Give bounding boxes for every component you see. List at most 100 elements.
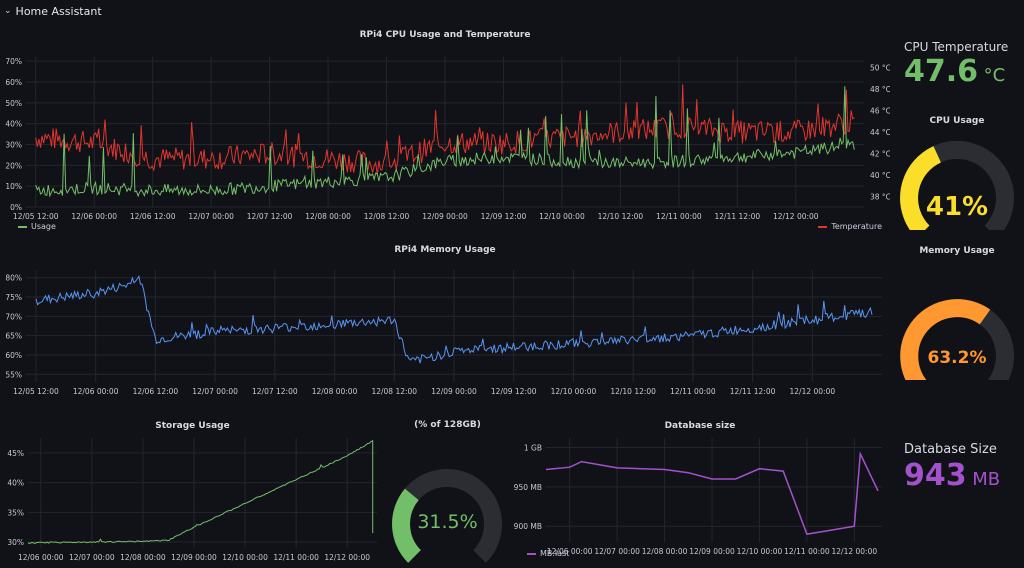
x-tick-label: 12/08 12:00 [364, 212, 410, 221]
cpu-temperature-stat-panel[interactable]: CPU Temperature 47.6 °C [890, 32, 1024, 102]
y-tick-label: 900 MB [514, 522, 542, 531]
x-tick-label: 12/07 00:00 [192, 387, 238, 396]
y-tick-label: 70% [5, 312, 22, 321]
y-tick-label: 35% [7, 508, 24, 517]
legend-mb-last[interactable]: MB.last [527, 549, 569, 558]
x-tick-label: 12/05 12:00 [13, 387, 59, 396]
db-size-unit: MB [972, 469, 1001, 490]
gauge-fill [392, 488, 422, 563]
y2-tick-label: 38 °C [870, 192, 890, 201]
storage-gauge [392, 469, 502, 563]
legend-swatch-green [18, 225, 27, 228]
x-tick-label: 12/11 00:00 [670, 387, 716, 396]
row-title: Home Assistant [15, 4, 102, 18]
x-tick-label: 12/07 00:00 [69, 553, 115, 562]
y2-tick-label: 44 °C [870, 128, 890, 137]
x-tick-label: 12/09 00:00 [171, 553, 217, 562]
y-tick-label: 30% [7, 538, 24, 547]
x-tick-label: 12/06 00:00 [71, 212, 117, 221]
legend-temperature[interactable]: Temperature [818, 222, 882, 231]
x-tick-label: 12/06 00:00 [18, 553, 64, 562]
legend-label: Temperature [831, 222, 882, 231]
legend-usage[interactable]: Usage [18, 222, 56, 231]
x-tick-label: 12/10 12:00 [598, 212, 644, 221]
memory-gauge [900, 298, 1014, 380]
stat-value: 943 MB [904, 458, 1000, 493]
chevron-down-icon[interactable]: ⌄ [4, 6, 12, 16]
cpu-chart[interactable]: 70% 60% 50% 40% 30% 20% 10% 0% 50 °C 48 °C 46 °C 44… [0, 27, 890, 237]
legend-label: MB.last [540, 549, 570, 558]
y-tick-label: 45% [7, 449, 24, 458]
database-size-line [545, 450, 879, 535]
x-tick-label: 12/06 12:00 [130, 212, 176, 221]
memory-usage-panel[interactable]: RPi4 Memory Usage 80% 75% 70% 65% 60% 55% 12/0… [0, 242, 890, 412]
y-tick-label: 950 MB [514, 483, 542, 492]
memory-line [35, 275, 873, 364]
x-tick-label: 12/09 00:00 [431, 387, 477, 396]
x-tick-label: 12/07 12:00 [247, 212, 293, 221]
panel-title: Database size [664, 421, 736, 431]
x-tick-label: 12/10 00:00 [737, 547, 783, 556]
gauge-value: 41% [925, 192, 989, 222]
y-tick-label: 80% [5, 274, 22, 283]
gauge-fill [900, 299, 991, 380]
y-tick-label: 50% [5, 99, 22, 108]
stat-title: CPU Temperature [904, 40, 1009, 54]
storage-chart[interactable]: 45% 40% 35% 30% 12/06 00:00 12/07 00:00 12/08 … [0, 418, 385, 568]
x-tick-label: 12/10 00:00 [551, 387, 597, 396]
y-tick-label: 40% [7, 479, 24, 488]
database-size-stat-panel[interactable]: Database Size 943 MB [890, 436, 1024, 506]
y2-tick-label: 42 °C [870, 149, 890, 158]
x-tick-label: 12/06 00:00 [547, 547, 593, 556]
cpu-usage-gauge-panel[interactable]: CPU Usage 41% [890, 114, 1024, 230]
y-tick-label: 20% [5, 161, 22, 170]
x-tick-label: 12/08 12:00 [371, 387, 417, 396]
temperature-value: 47.6 [904, 54, 979, 89]
panel-title: RPi4 CPU Usage and Temperature [359, 30, 531, 40]
x-tick-label: 12/08 00:00 [642, 547, 688, 556]
x-tick-label: 12/08 00:00 [305, 212, 351, 221]
cpu-usage-temperature-panel[interactable]: RPi4 CPU Usage and Temperature 70% 60% 50%… [0, 27, 890, 237]
database-size-panel[interactable]: Database size 1 GB 950 MB 900 MB 12/06 00:0… [510, 418, 890, 568]
gauge-value: 31.5% [417, 511, 478, 533]
panel-title: RPi4 Memory Usage [394, 245, 496, 255]
x-tick-label: 12/09 00:00 [689, 547, 735, 556]
x-tick-label: 12/12 00:00 [324, 553, 370, 562]
legend-swatch-red [818, 225, 828, 228]
memory-chart[interactable]: 80% 75% 70% 65% 60% 55% 12/05 12:00 12/06 00:00… [0, 242, 890, 412]
storage-line [27, 439, 374, 545]
stat-value: 47.6 °C [904, 54, 1005, 89]
x-tick-label: 12/10 12:00 [610, 387, 656, 396]
x-tick-label: 12/10 00:00 [222, 553, 268, 562]
y2-tick-label: 48 °C [870, 85, 890, 94]
x-tick-label: 12/08 00:00 [312, 387, 358, 396]
y2-tick-label: 50 °C [870, 64, 890, 73]
y-tick-label: 0% [10, 203, 22, 212]
x-tick-label: 12/11 00:00 [656, 212, 702, 221]
y-tick-label: 70% [5, 57, 22, 66]
gauge-value: 63.2% [927, 348, 987, 368]
cpu-gauge [900, 140, 1014, 230]
x-tick-label: 12/09 00:00 [422, 212, 468, 221]
y-tick-label: 55% [5, 370, 22, 379]
x-tick-label: 12/12 00:00 [832, 547, 878, 556]
legend-swatch-purple [527, 552, 536, 555]
dashboard-row-header[interactable]: ⌄ Home Assistant [0, 0, 1024, 22]
x-tick-label: 12/12 00:00 [790, 387, 836, 396]
stat-title: Database Size [904, 442, 997, 457]
x-tick-label: 12/09 12:00 [481, 212, 527, 221]
x-tick-label: 12/11 12:00 [715, 212, 761, 221]
panel-title: Storage Usage [155, 421, 230, 431]
gauge-title: (% of 128GB) [414, 420, 481, 430]
y2-tick-label: 40 °C [870, 171, 890, 180]
y-tick-label: 1 GB [524, 443, 542, 452]
memory-usage-gauge-panel[interactable]: Memory Usage 63.2% [890, 244, 1024, 380]
y-tick-label: 10% [5, 182, 22, 191]
storage-gauge-panel[interactable]: (% of 128GB) 31.5% [385, 418, 510, 568]
x-tick-label: 12/12 00:00 [773, 212, 819, 221]
legend-label: Usage [31, 222, 56, 231]
storage-usage-panel[interactable]: Storage Usage 45% 40% 35% 30% 12/06 00:00 12/… [0, 418, 385, 568]
x-tick-label: 12/11 12:00 [730, 387, 776, 396]
gauge-fill [900, 146, 942, 230]
